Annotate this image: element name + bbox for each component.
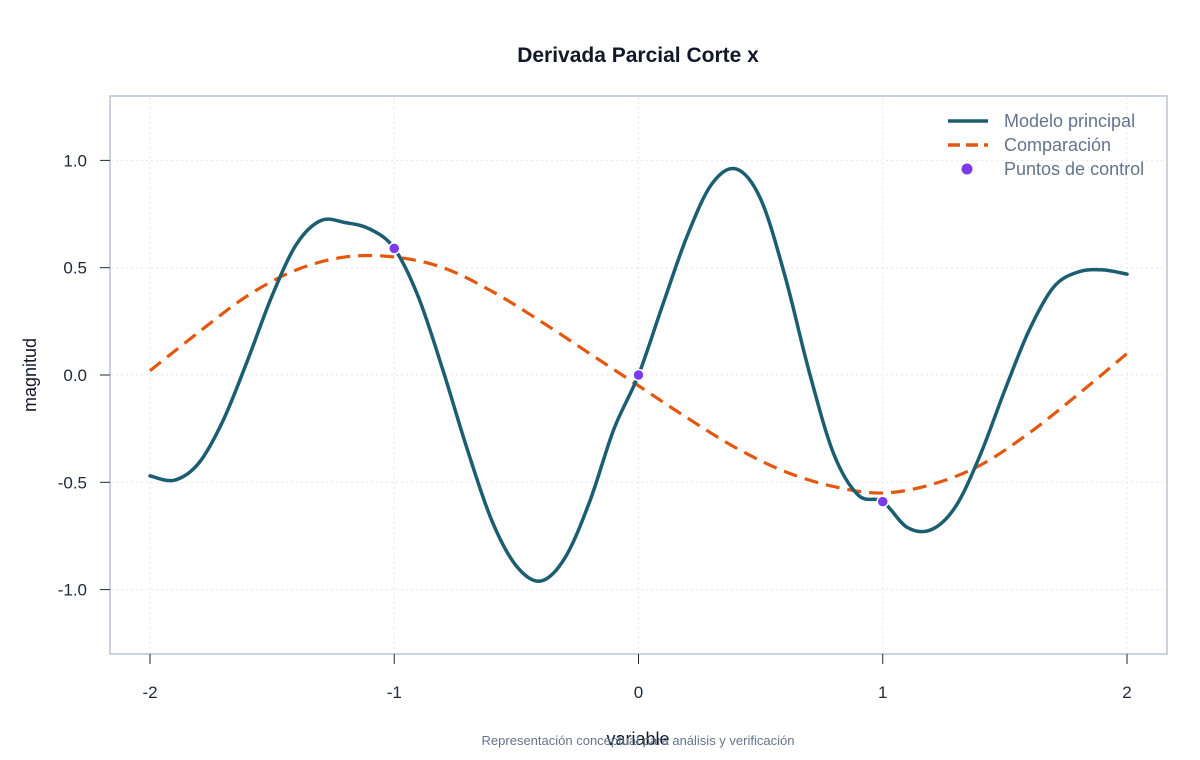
legend-marker — [961, 163, 973, 175]
legend-label: Comparación — [1004, 135, 1111, 155]
control-point — [388, 242, 401, 255]
control-point — [632, 368, 645, 382]
y-tick-label: -0.5 — [58, 473, 87, 492]
grid — [111, 97, 1166, 653]
series-line-comparacion — [149, 253, 1129, 495]
x-tick-label: 1 — [878, 683, 887, 702]
legend: Modelo principal Comparación Puntos de con… — [948, 111, 1144, 179]
x-tick-label: 2 — [1122, 683, 1131, 702]
series-layer — [148, 166, 1129, 583]
y-axis-label: magnitud — [20, 338, 40, 412]
chart-caption: Representación conceptual para análisis … — [482, 733, 795, 748]
y-tick-label: -1.0 — [58, 581, 87, 600]
control-point — [876, 495, 889, 508]
y-tick-label: 0.5 — [63, 259, 87, 278]
chart-title: Derivada Parcial Corte x — [517, 44, 759, 67]
legend-label: Puntos de control — [1004, 159, 1144, 179]
y-axis: -1.0 -0.5 0.0 0.5 1.0 — [58, 151, 110, 600]
legend-label: Modelo principal — [1004, 111, 1135, 131]
y-tick-label: 1.0 — [63, 151, 87, 170]
x-tick-label: -2 — [142, 683, 157, 702]
x-tick-label: 0 — [634, 683, 643, 702]
x-axis: -2 -1 0 1 2 — [142, 654, 1132, 702]
y-tick-label: 0.0 — [63, 366, 87, 385]
x-tick-label: -1 — [387, 683, 402, 702]
x-axis-label: variable — [606, 729, 669, 749]
